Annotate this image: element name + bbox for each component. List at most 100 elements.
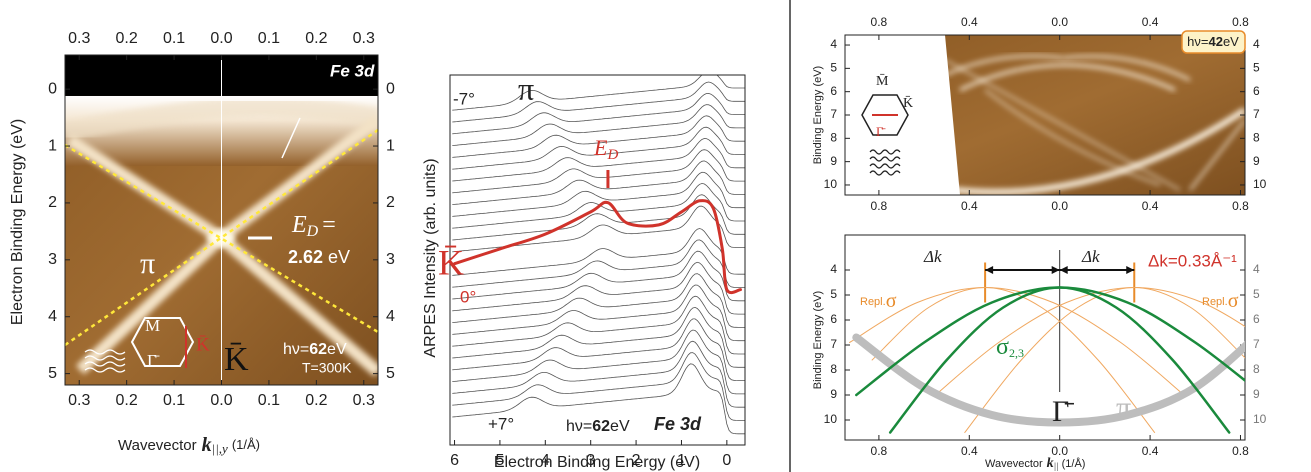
x-tick-label: 0.4 bbox=[961, 15, 978, 29]
y-tick-label: 4 bbox=[1253, 262, 1260, 276]
annotation: D bbox=[306, 223, 319, 240]
y-tick-label: 2 bbox=[48, 194, 57, 211]
edc-curve bbox=[452, 138, 745, 182]
images bbox=[65, 35, 1245, 435]
annotation: Γ̄ bbox=[147, 351, 160, 370]
y-tick-label: 9 bbox=[830, 387, 837, 401]
annotation: 62 bbox=[309, 341, 327, 358]
annotation: Δk bbox=[923, 247, 942, 266]
annotation: +7° bbox=[488, 414, 514, 433]
y-tick-label: 4 bbox=[830, 262, 837, 276]
y-tick-label: 9 bbox=[1253, 387, 1260, 401]
annotation: π bbox=[518, 70, 534, 106]
x-tick-label: 0.3 bbox=[68, 30, 90, 47]
inset-lattice bbox=[84, 367, 126, 373]
annotation: 42 bbox=[1208, 34, 1222, 49]
x-tick-label: 0.8 bbox=[871, 199, 888, 213]
arrowhead bbox=[985, 266, 994, 274]
y-tick-label: 9 bbox=[830, 154, 837, 168]
image-band bbox=[954, 107, 1245, 195]
edc-curve bbox=[452, 171, 745, 217]
y-tick-label: 10 bbox=[1253, 177, 1267, 191]
image-band bbox=[984, 89, 1161, 186]
annotation: K̄ bbox=[903, 96, 913, 112]
y-tick-label: 0 bbox=[386, 80, 395, 97]
y-tick-label: 7 bbox=[830, 337, 837, 351]
edc-curve bbox=[452, 104, 745, 146]
x-tick-label: 0.8 bbox=[1232, 444, 1249, 458]
arrowhead bbox=[1126, 266, 1135, 274]
x-tick-label: 0.2 bbox=[305, 30, 327, 47]
edc-curve bbox=[452, 284, 745, 342]
y-tick-label: 6 bbox=[1253, 84, 1260, 98]
edc-curve bbox=[452, 340, 745, 408]
y-tick-label: 4 bbox=[830, 37, 837, 51]
annotation: Γ̄ bbox=[1052, 395, 1074, 428]
annotation: π bbox=[1116, 391, 1131, 424]
axis-title: Binding Energy (eV) bbox=[812, 66, 824, 164]
image-band bbox=[65, 96, 378, 142]
arpes-image bbox=[65, 55, 378, 385]
y-tick-label: 6 bbox=[1253, 312, 1260, 326]
axis-title: Electron Binding Energy (eV) bbox=[494, 454, 700, 471]
x-tick-label: 0.1 bbox=[258, 30, 280, 47]
x-tick-label: 0.2 bbox=[305, 392, 327, 409]
annotation: -7° bbox=[453, 89, 475, 108]
y-tick-label: 4 bbox=[48, 308, 57, 325]
axis-title: ||,y bbox=[212, 441, 228, 456]
edc-curve bbox=[452, 115, 745, 158]
x-tick-label: 0.4 bbox=[961, 199, 978, 213]
y-tick-label: 5 bbox=[48, 365, 57, 382]
y-tick-label: 6 bbox=[830, 312, 837, 326]
x-tick-label: 0.1 bbox=[163, 392, 185, 409]
edc-curve bbox=[452, 92, 745, 135]
y-tick-label: 7 bbox=[830, 107, 837, 121]
x-tick-label: 0.0 bbox=[1051, 15, 1068, 29]
annotation: K̄ bbox=[196, 334, 210, 355]
annotation: hν=42eV bbox=[1187, 34, 1239, 49]
edc-curve bbox=[452, 318, 745, 381]
annotation: E bbox=[291, 212, 307, 238]
axis-title: Binding Energy (eV) bbox=[812, 291, 824, 389]
annotation: K̄ bbox=[438, 242, 464, 282]
x-tick-label: 0.4 bbox=[1142, 15, 1159, 29]
annotation: eV bbox=[328, 247, 350, 267]
edc-curve bbox=[452, 306, 745, 368]
y-tick-label: 5 bbox=[830, 61, 837, 75]
x-tick-label: 2 bbox=[632, 452, 641, 469]
x-tick-label: 0.8 bbox=[871, 444, 888, 458]
x-tick-label: 5 bbox=[495, 452, 504, 469]
annotation: hν= bbox=[283, 341, 309, 358]
annotation: hν=62eV bbox=[283, 341, 347, 358]
x-tick-label: 0.0 bbox=[210, 30, 232, 47]
arrowhead bbox=[1059, 266, 1068, 274]
y-tick-label: 3 bbox=[48, 251, 57, 268]
annotation: hν= bbox=[1187, 34, 1208, 49]
annotation: M̄ bbox=[876, 74, 889, 90]
y-tick-label: 5 bbox=[386, 365, 395, 382]
x-tick-label: 0.0 bbox=[1051, 199, 1068, 213]
annotation: π bbox=[140, 247, 155, 280]
y-tick-label: 10 bbox=[824, 412, 838, 426]
axis-title: (1/Å) bbox=[1062, 457, 1086, 470]
annotation: K̄ bbox=[224, 341, 249, 378]
annotation: Fe 3d bbox=[330, 61, 375, 80]
x-tick-label: 0.3 bbox=[353, 30, 375, 47]
image-band bbox=[944, 59, 1181, 191]
annotation: eV bbox=[1223, 34, 1239, 49]
arpes-image bbox=[845, 35, 1245, 195]
annotation: σ2,3 bbox=[996, 334, 1024, 360]
annotation: ED bbox=[593, 135, 618, 163]
x-tick-label: 6 bbox=[450, 452, 459, 469]
y-tick-label: 7 bbox=[1253, 337, 1260, 351]
y-tick-label: 8 bbox=[830, 362, 837, 376]
x-tick-label: 3 bbox=[586, 452, 595, 469]
x-tick-label: 0.0 bbox=[210, 392, 232, 409]
inset-lattice bbox=[869, 149, 901, 155]
label-box bbox=[1181, 30, 1246, 54]
x-tick-label: 0.8 bbox=[1232, 199, 1249, 213]
x-tick-label: 0.0 bbox=[1051, 444, 1068, 458]
y-tick-label: 6 bbox=[830, 84, 837, 98]
annotation: D bbox=[606, 147, 618, 163]
